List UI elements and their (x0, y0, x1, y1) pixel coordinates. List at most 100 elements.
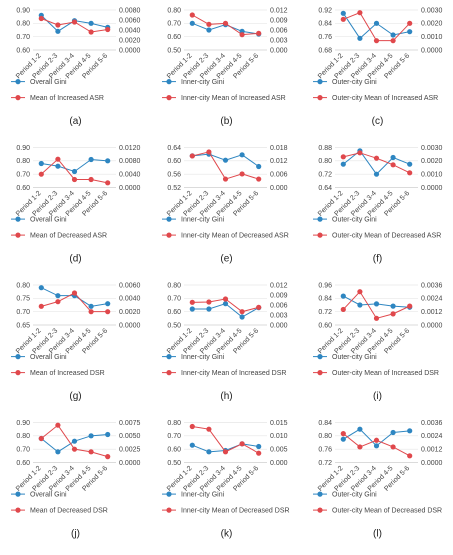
legend-label: Outer-city Mean of Increased DSR (332, 370, 439, 377)
panel-label: (k) (221, 529, 233, 540)
legend-label: Overall Gini (30, 354, 67, 361)
legend-label: Inner-city Gini (181, 217, 225, 224)
right-tick-label: 0.0020 (119, 309, 141, 316)
legend-label: Outer-city Gini (332, 79, 377, 86)
right-tick-label: 0.0012 (421, 447, 443, 454)
legend-swatch-marker (317, 354, 323, 360)
data-point (189, 299, 195, 305)
right-tick-label: 0.006 (270, 172, 288, 179)
legend-swatch-marker (15, 370, 21, 376)
data-point (71, 19, 78, 25)
data-point (340, 436, 346, 442)
data-point (407, 453, 413, 459)
left-tick-label: 0.70 (167, 296, 181, 303)
data-point (256, 304, 262, 310)
legend-swatch-marker (15, 95, 21, 101)
data-point (357, 302, 363, 308)
data-point (373, 301, 380, 307)
left-tick-label: 0.76 (318, 34, 332, 41)
data-point (407, 428, 413, 434)
right-tick-label: 0.0024 (421, 296, 443, 303)
data-point (390, 38, 396, 44)
data-point (88, 303, 94, 309)
chart-panel: 0.90 0.80 0.70 0.60 0.0080 0.0060 0.0040 0.0020… (11, 7, 141, 127)
data-point (55, 293, 61, 299)
data-point (206, 149, 212, 155)
legend-label: Outer-city Mean of Decreased DSR (332, 508, 442, 515)
legend-label: Mean of Increased DSR (30, 370, 105, 377)
data-point (38, 285, 44, 291)
panel-label: (b) (220, 116, 232, 127)
data-point (256, 176, 262, 182)
legend-swatch-marker (166, 370, 172, 376)
data-point (222, 20, 229, 26)
left-tick-label: 0.80 (16, 158, 30, 165)
right-tick-label: 0.006 (270, 302, 288, 309)
left-tick-label: 0.60 (16, 460, 30, 467)
data-point (55, 299, 61, 305)
chart-panel: 0.90 0.80 0.70 0.60 0.0075 0.0050 0.0025 0.0000… (11, 420, 141, 540)
data-point (239, 171, 245, 177)
left-tick-label: 0.80 (318, 158, 332, 165)
data-point (340, 154, 346, 160)
data-point (88, 29, 94, 35)
chart-panel: 0.88 0.80 0.72 0.64 0.0030 0.0020 0.0010 0.0000… (313, 145, 443, 265)
panel-label: (h) (220, 391, 232, 402)
left-tick-label: 0.80 (16, 433, 30, 440)
chart-panel: 0.800.700.600.500.0150.0100.0050.000Peri… (162, 420, 290, 540)
chart-panel: 0.96 0.84 0.72 0.60 0.0036 0.0024 0.0012 0.0000… (313, 282, 443, 402)
data-point (38, 160, 44, 167)
legend-swatch-marker (15, 354, 21, 360)
data-point (239, 309, 245, 315)
data-point (407, 170, 413, 176)
left-tick-label: 0.68 (318, 47, 332, 54)
data-point (340, 161, 346, 167)
data-point (239, 441, 245, 447)
data-point (373, 437, 380, 443)
data-point (256, 30, 262, 36)
right-tick-label: 0.018 (270, 145, 288, 152)
left-tick-label: 0.90 (16, 145, 30, 152)
left-tick-label: 0.52 (167, 185, 181, 192)
left-tick-label: 0.70 (167, 433, 181, 440)
left-tick-label: 0.92 (318, 7, 332, 14)
legend-swatch-marker (15, 491, 21, 497)
legend-label: Outer-city Gini (332, 492, 377, 499)
data-point (407, 303, 413, 309)
panel-label: (g) (69, 391, 81, 402)
left-tick-label: 0.84 (318, 296, 332, 303)
right-tick-label: 0.0040 (119, 27, 141, 34)
right-tick-label: 0.000 (270, 322, 288, 329)
chart-panel: 0.90 0.80 0.70 0.60 0.0120 0.0080 0.0040 0.0000… (11, 145, 141, 265)
data-point (189, 442, 195, 448)
left-tick-label: 0.72 (318, 460, 332, 467)
data-point (222, 157, 229, 163)
legend-swatch-marker (317, 370, 323, 376)
data-point (105, 454, 111, 460)
legend-label: Inner-city Gini (181, 79, 225, 86)
right-tick-label: 0.0030 (421, 7, 443, 14)
right-tick-label: 0.0020 (119, 37, 141, 44)
chart-panel: 0.640.600.560.520.0180.0120.0060.000Peri… (162, 145, 289, 265)
right-tick-label: 0.0000 (119, 185, 141, 192)
data-point (256, 443, 262, 450)
right-tick-label: 0.000 (270, 185, 288, 192)
right-tick-label: 0.0080 (119, 158, 141, 165)
left-tick-label: 0.84 (318, 420, 332, 427)
panel-label: (l) (373, 529, 382, 540)
legend-swatch-marker (166, 354, 172, 360)
data-point (88, 309, 94, 315)
data-point (55, 28, 61, 34)
right-tick-label: 0.006 (270, 27, 288, 34)
legend-label: Inner-city Mean of Decreased ASR (181, 233, 289, 240)
left-tick-label: 0.80 (167, 420, 181, 427)
right-tick-label: 0.0000 (119, 322, 141, 329)
left-tick-label: 0.60 (16, 185, 30, 192)
right-tick-label: 0.0060 (119, 282, 141, 289)
panel-label: (f) (373, 254, 382, 265)
data-point (55, 22, 61, 28)
left-tick-label: 0.90 (16, 7, 30, 14)
data-point (222, 449, 229, 455)
data-point (373, 171, 380, 177)
